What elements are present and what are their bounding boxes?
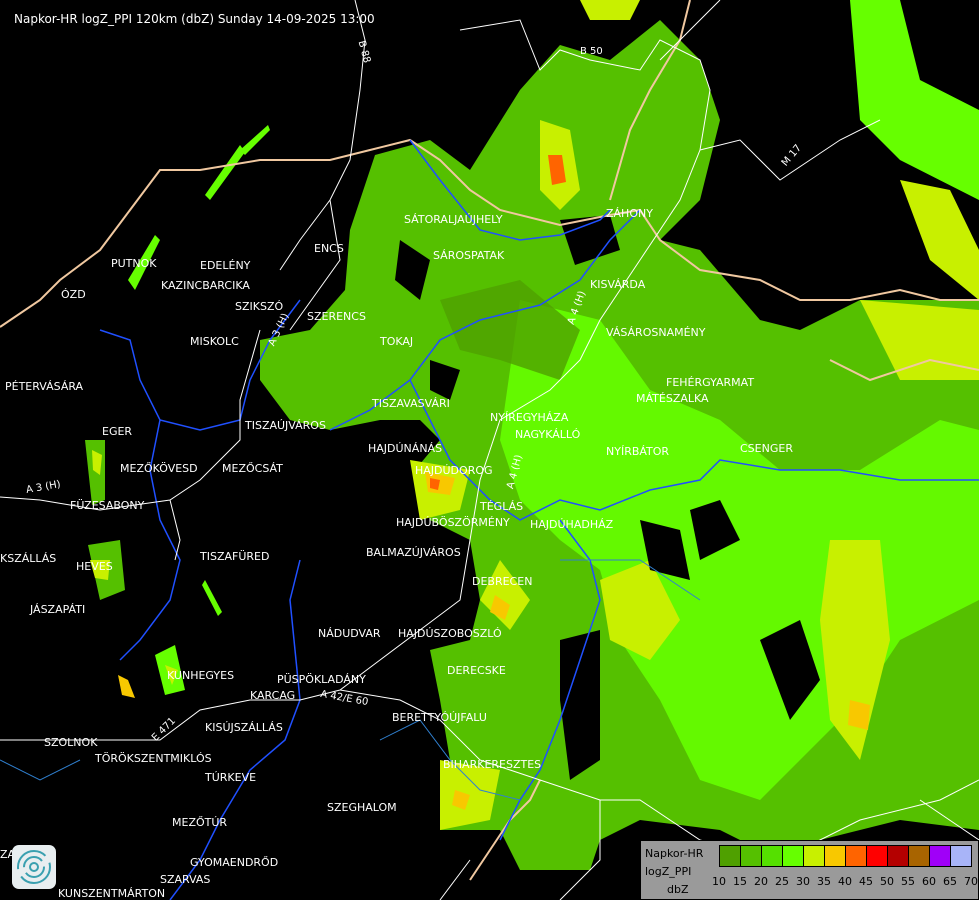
city-label: HAJDÚSZOBOSZLÓ bbox=[398, 627, 502, 640]
city-label: EGER bbox=[102, 425, 133, 438]
legend-source: Napkor-HR bbox=[645, 847, 704, 860]
swirl-icon bbox=[17, 850, 51, 884]
city-label: PÜSPÖKLADÁNY bbox=[277, 673, 366, 686]
city-label: EDELÉNY bbox=[200, 259, 251, 272]
city-label: BIHARKERESZTES bbox=[443, 758, 542, 771]
city-label: SÁTORALJAÚJHELY bbox=[404, 213, 503, 226]
legend-product: logZ_PPI bbox=[645, 865, 692, 878]
legend-swatch bbox=[846, 846, 867, 866]
city-label: MISKOLC bbox=[190, 335, 239, 348]
legend-ticks: 10 15 20 25 30 35 40 45 50 55 60 65 70 bbox=[711, 875, 979, 889]
city-label: HAJDÚBÖSZÖRMÉNY bbox=[396, 516, 510, 529]
city-label: NYÍRBÁTOR bbox=[606, 445, 670, 458]
city-label: NÁDUDVAR bbox=[318, 627, 381, 640]
legend-swatch bbox=[951, 846, 971, 866]
city-label: HAJDÚDOROG bbox=[415, 464, 493, 477]
city-label: MEZŐCSÁT bbox=[222, 462, 283, 475]
city-label: MÁTÉSZALKA bbox=[636, 392, 709, 405]
city-label: ÓZD bbox=[61, 288, 86, 301]
echo-main bbox=[260, 0, 979, 870]
city-label: BALMAZÚJVÁROS bbox=[366, 546, 461, 559]
legend-swatch bbox=[720, 846, 741, 866]
legend-swatch bbox=[888, 846, 909, 866]
city-label: KUNSZENTMÁRTON bbox=[58, 887, 166, 900]
city-label: SZOLNOK bbox=[44, 736, 98, 749]
city-label: DEBRECEN bbox=[472, 575, 533, 588]
city-label: KISÚJSZÁLLÁS bbox=[205, 721, 283, 734]
legend-swatch bbox=[909, 846, 930, 866]
color-legend: Napkor-HR logZ_PPI dbZ 10 15 20 25 30 35 40 45 5… bbox=[640, 840, 979, 900]
legend-swatch bbox=[867, 846, 888, 866]
city-label: SÁROSPATAK bbox=[433, 249, 505, 262]
city-label: ZÁHONY bbox=[606, 207, 653, 220]
legend-tick: 15 bbox=[733, 875, 747, 888]
city-label: SZERENCS bbox=[307, 310, 366, 323]
city-label: TISZAVASVÁRI bbox=[372, 397, 450, 410]
city-label: TÖRÖKSZENTMIKLÓS bbox=[95, 752, 212, 765]
legend-tick: 30 bbox=[796, 875, 810, 888]
legend-swatches bbox=[719, 845, 972, 867]
city-label: MEZŐKÖVESD bbox=[120, 462, 198, 475]
city-label: PUTNOK bbox=[111, 257, 157, 270]
city-label: HEVES bbox=[76, 560, 113, 573]
legend-tick: 40 bbox=[838, 875, 852, 888]
legend-tick: 10 bbox=[712, 875, 726, 888]
legend-tick: 50 bbox=[880, 875, 894, 888]
napkor-logo bbox=[12, 845, 56, 889]
city-label: HAJDÚNÁNÁS bbox=[368, 442, 443, 455]
city-label: KSZÁLLÁS bbox=[0, 552, 57, 565]
city-label: KISVÁRDA bbox=[590, 278, 646, 291]
city-label: BERETTYÓÚJFALU bbox=[392, 711, 487, 724]
city-label: SZARVAS bbox=[160, 873, 211, 886]
city-label: KARCAG bbox=[250, 689, 296, 702]
city-label: JÁSZAPÁTI bbox=[30, 603, 86, 616]
legend-tick: 60 bbox=[922, 875, 936, 888]
city-label: NAGYKÁLLÓ bbox=[515, 428, 581, 441]
city-label: KUNHEGYES bbox=[167, 669, 235, 682]
city-label: ENCS bbox=[314, 242, 344, 255]
legend-tick: 25 bbox=[775, 875, 789, 888]
city-label: SZEGHALOM bbox=[327, 801, 397, 814]
city-label: FÜZESABONY bbox=[70, 499, 145, 512]
city-label: TÉGLÁS bbox=[480, 500, 524, 513]
city-label: GYOMAENDRŐD bbox=[190, 856, 279, 869]
legend-tick: 65 bbox=[943, 875, 957, 888]
city-label: ZA bbox=[0, 848, 16, 861]
city-label: TISZAFÜRED bbox=[200, 550, 270, 563]
legend-swatch bbox=[783, 846, 804, 866]
city-label: KAZINCBARCIKA bbox=[161, 279, 250, 292]
city-label: MEZŐTÚR bbox=[172, 816, 228, 829]
city-label: SZIKSZÓ bbox=[235, 300, 284, 313]
legend-tick: 70 bbox=[964, 875, 978, 888]
legend-swatch bbox=[762, 846, 783, 866]
legend-tick: 55 bbox=[901, 875, 915, 888]
city-label: NYÍREGYHÁZA bbox=[490, 411, 569, 424]
city-label: CSENGER bbox=[740, 442, 793, 455]
road-label: B 50 bbox=[580, 46, 603, 57]
echo-west bbox=[85, 125, 270, 698]
legend-swatch bbox=[825, 846, 846, 866]
city-label: FEHÉRGYARMAT bbox=[666, 376, 755, 389]
city-label: TÚRKEVE bbox=[205, 771, 257, 784]
legend-swatch bbox=[804, 846, 825, 866]
legend-tick: 20 bbox=[754, 875, 768, 888]
legend-unit: dbZ bbox=[667, 883, 689, 896]
city-label: DERECSKE bbox=[447, 664, 506, 677]
map-title: Napkor-HR logZ_PPI 120km (dbZ) Sunday 14… bbox=[14, 12, 375, 26]
legend-tick: 45 bbox=[859, 875, 873, 888]
city-label: TOKAJ bbox=[380, 335, 414, 348]
legend-swatch bbox=[930, 846, 951, 866]
legend-swatch bbox=[741, 846, 762, 866]
legend-tick: 35 bbox=[817, 875, 831, 888]
city-label: TISZAÚJVÁROS bbox=[245, 419, 326, 432]
city-label: HAJDÚHADHÁZ bbox=[530, 518, 614, 531]
city-label: VÁSÁROSNAMÉNY bbox=[606, 326, 706, 339]
city-label: PÉTERVÁSÁRA bbox=[5, 380, 84, 393]
